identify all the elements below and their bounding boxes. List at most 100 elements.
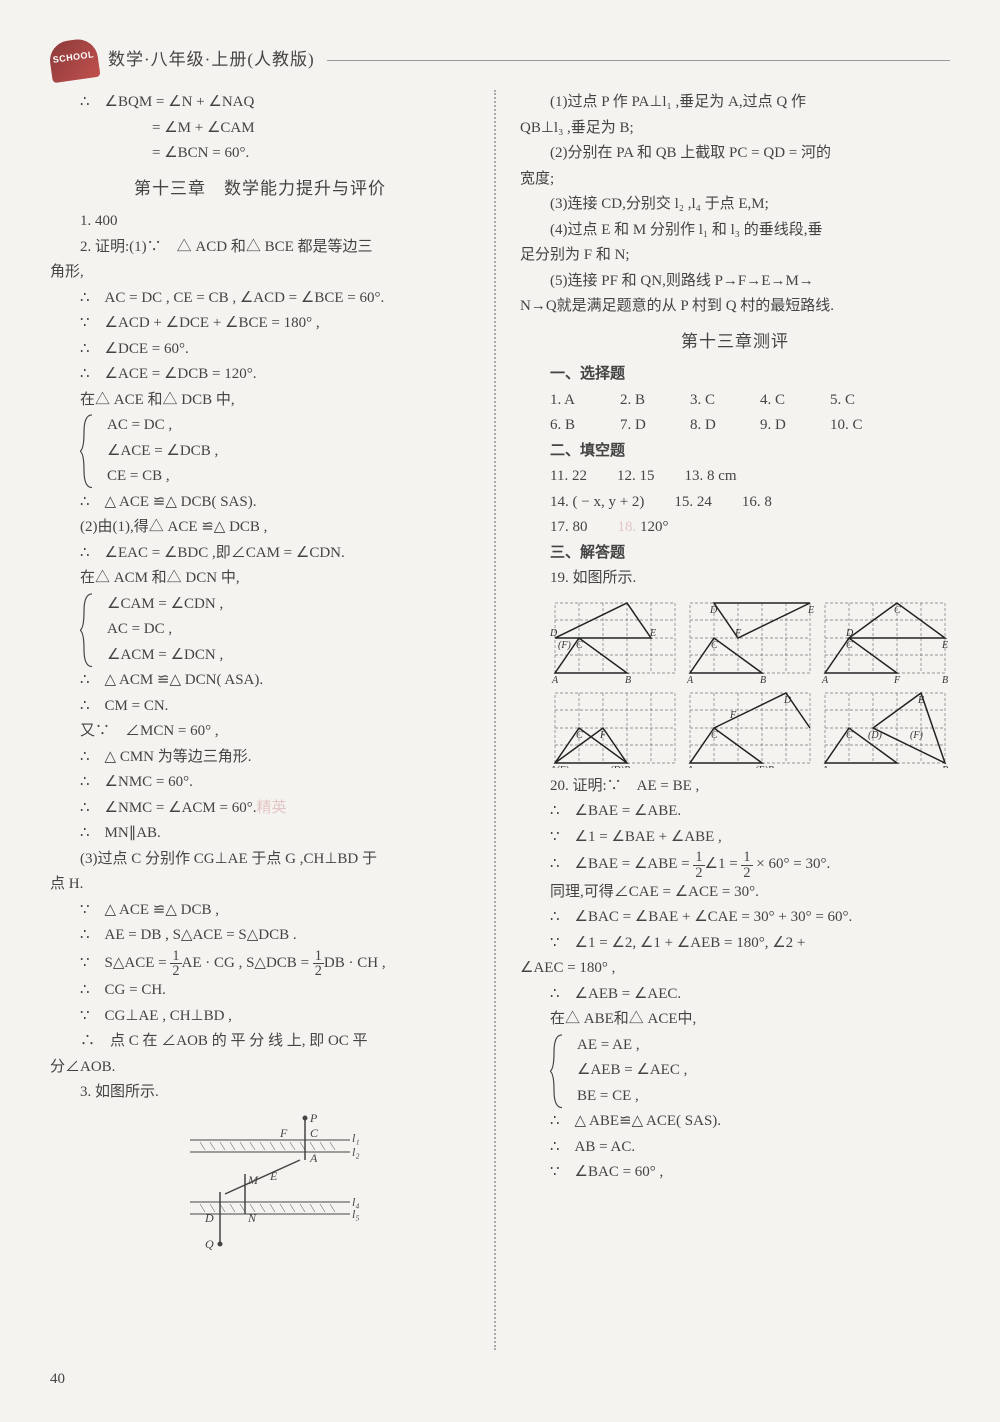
q2h: △ ACE ≌△ DCB( SAS). [50,490,470,516]
svg-text:l₁: l₁ [352,1131,360,1145]
brace-system-2: ∠CAM = ∠CDN , AC = DC , ∠ACM = ∠DCN , [80,592,470,669]
header-rule [327,60,950,61]
svg-text:B: B [942,765,948,768]
brace1-l3: CE = CB , [107,464,470,490]
svg-text:A: A [309,1151,318,1165]
figure-19-grid-triangles: ABC DE(F) ABC DEF AFB CDEC A(E)(D)BCF A(… [550,598,950,768]
q2i: (2)由(1),得△ ACE ≌△ DCB , [50,515,470,541]
s20f: ∠BAC = ∠BAE + ∠CAE = 30° + 30° = 60°. [520,905,950,931]
svg-text:E: E [807,605,814,616]
q1: 1. 400 [50,209,470,235]
svg-text:Q: Q [205,1237,214,1251]
q2j: ∠EAC = ∠BDC ,即∠CAM = ∠CDN. [50,541,470,567]
q2w-area-line: ∵ S△ACE = 12AE · CG , S△DCB = 12DB · CH … [50,949,470,979]
s20c: ∠1 = ∠BAE + ∠ABE , [520,825,950,851]
r3: (2)分别在 PA 和 QB 上截取 PC = QD = 河的 [520,141,950,167]
svg-text:D: D [709,605,718,616]
page-header: SCHOOL 数学·八年级·上册(人教版) [50,40,950,80]
q2u: △ ACE ≌△ DCB , [50,898,470,924]
svg-text:C: C [711,730,718,741]
svg-text:B: B [942,675,948,686]
q2-proof-cont: 角形, [50,260,470,286]
school-logo: SCHOOL [47,37,100,83]
brace1-l2: ∠ACE = ∠DCB , [107,439,470,465]
svg-text:C: C [576,640,583,651]
q2q-line: ∴ ∠NMC = ∠ACM = 60°.精英 [50,796,470,822]
svg-text:C: C [711,640,718,651]
r1: (1)过点 P 作 PA⊥l₁ ,垂足为 A,过点 Q 作 [520,90,950,116]
svg-text:C: C [846,730,853,741]
svg-text:(E)B: (E)B [755,765,774,768]
s20h: ∠AEC = 180° , [520,956,950,982]
q2f: ∠ACE = ∠DCB = 120°. [50,362,470,388]
two-column-layout: ∠BQM = ∠N + ∠NAQ = ∠M + ∠CAM = ∠BCN = 60… [50,90,950,1350]
svg-text:A: A [686,675,694,686]
s20b: ∠BAE = ∠ABE. [520,799,950,825]
q2y: CG⊥AE , CH⊥BD , [50,1004,470,1030]
svg-text:P: P [309,1112,318,1125]
q2o: △ CMN 为等边三角形. [50,745,470,771]
line-m-cam: = ∠M + ∠CAM [50,116,470,142]
svg-text:l₅: l₅ [352,1207,360,1221]
svg-text:C: C [846,640,853,651]
svg-text:D: D [550,628,558,639]
svg-text:E: E [269,1169,278,1183]
r8: (5)连接 PF 和 QN,则路线 P→F→E→M→ [520,269,950,295]
mc-heading: 一、选择题 [550,362,950,388]
q2e: ∠DCE = 60°. [50,337,470,363]
q2v: AE = DB , S△ACE = S△DCB . [50,923,470,949]
svg-text:D: D [845,628,854,639]
q2k: 在△ ACM 和△ DCN 中, [50,566,470,592]
logo-text: SCHOOL [52,47,95,68]
svg-text:A(E): A(E) [550,765,570,768]
svg-text:B: B [760,675,766,686]
svg-text:D: D [204,1211,214,1225]
q2c: AC = DC , CE = CB , ∠ACD = ∠BCE = 60°. [50,286,470,312]
book-title: 数学·八年级·上册(人教版) [108,46,315,75]
line-bqm: ∠BQM = ∠N + ∠NAQ [50,90,470,116]
column-divider [494,90,496,1350]
brace3-l1: AE = AE , [577,1033,950,1059]
svg-text:F: F [893,675,901,686]
q2p: ∠NMC = 60°. [50,770,470,796]
q2m: CM = CN. [50,694,470,720]
q2z: 点 C 在 ∠AOB 的 平 分 线 上, 即 OC 平 [50,1029,470,1055]
left-column: ∠BQM = ∠N + ∠NAQ = ∠M + ∠CAM = ∠BCN = 60… [50,90,470,1350]
svg-text:(D): (D) [868,730,883,741]
svg-text:M: M [247,1173,259,1187]
section-title-ch13-test: 第十三章测评 [520,328,950,357]
watermark-text: 精英 [256,800,286,816]
svg-text:F: F [599,730,607,741]
figure-3-river-diagram: P C F A l₁ l₂ M E D N Q l₄ l₅ [150,1112,370,1252]
svg-text:C: C [310,1126,319,1140]
watermark-18: 18. [618,519,641,535]
r6: (4)过点 E 和 M 分别作 l₁ 和 l₃ 的垂线段,垂 [520,218,950,244]
s20d: ∴ ∠BAE = ∠ABE = 12∠1 = 12 × 60° = 30°. [520,850,950,880]
q2g: 在△ ACE 和△ DCB 中, [50,388,470,414]
svg-text:B: B [625,675,631,686]
s20e: 同理,可得∠CAE = ∠ACE = 30°. [520,880,950,906]
q2x: CG = CH. [50,978,470,1004]
svg-text:E: E [649,628,656,639]
brace1-l1: AC = DC , [107,413,470,439]
s20j: 在△ ABE和△ ACE中, [520,1007,950,1033]
brace2-l2: AC = DC , [107,617,470,643]
r9: N→Q就是满足题意的从 P 村到 Q 村的最短路线. [520,294,950,320]
fill-r2: 14. ( − x, y + 2) 15. 24 16. 8 [550,490,950,516]
brace3-l2: ∠AEB = ∠AEC , [577,1058,950,1084]
left-brace-icon [80,592,94,669]
svg-text:(F): (F) [910,730,923,741]
q2-proof-start: 2. 证明:(1)∵ △ ACD 和△ BCE 都是等边三 [50,235,470,261]
brace-system-3: AE = AE , ∠AEB = ∠AEC , BE = CE , [550,1033,950,1110]
svg-text:A: A [821,675,829,686]
svg-text:(D)B: (D)B [610,765,630,768]
svg-text:C: C [576,730,583,741]
q3: 3. 如图所示. [50,1080,470,1106]
left-brace-icon [80,413,94,490]
page-number: 40 [50,1367,65,1393]
s20l: AB = AC. [520,1135,950,1161]
brace-system-1: AC = DC , ∠ACE = ∠DCB , CE = CB , [80,413,470,490]
svg-text:(F): (F) [558,640,571,651]
svg-text:D: D [783,695,792,706]
s20i: ∠AEB = ∠AEC. [520,982,950,1008]
